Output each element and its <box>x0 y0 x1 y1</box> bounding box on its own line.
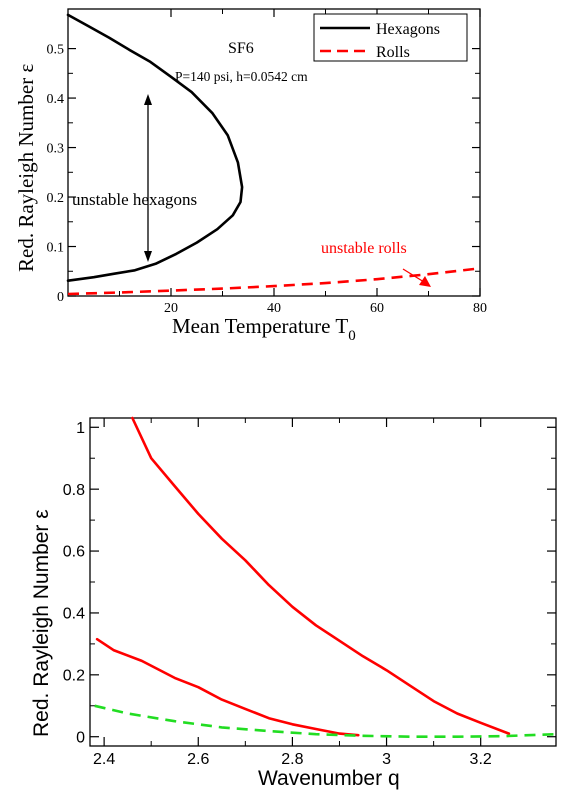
bottom-y-tick-label: 0.4 <box>63 606 85 623</box>
top-x-tick-label: 40 <box>267 301 281 316</box>
bottom-series-curve-2 <box>95 637 360 737</box>
top-series-rolls <box>67 267 481 296</box>
bottom-x-tick-label: 3 <box>382 751 391 768</box>
bottom-ticks: 2.4 2.6 2.8 3 3.2 0 0.2 0.4 0.6 0.8 1 <box>63 418 556 768</box>
bottom-x-tick-label: 3.2 <box>470 751 492 768</box>
double-arrow-head-top <box>144 94 152 105</box>
bottom-y-axis-label: Red. Rayleigh Number ε <box>30 509 53 737</box>
rolls-arrow-head <box>419 276 431 287</box>
top-x-tick-label: 60 <box>370 301 384 316</box>
bottom-x-tick-label: 2.8 <box>281 751 303 768</box>
bottom-series-curve-1 <box>131 416 511 735</box>
top-y-tick-label: 0.3 <box>47 141 65 156</box>
bottom-x-axis-label: Wavenumber q <box>258 767 400 790</box>
annotation-unstable-hexagons: unstable hexagons <box>72 190 197 209</box>
top-legend: Hexagons Rolls <box>313 13 468 62</box>
bottom-x-tick-label: 2.6 <box>187 751 209 768</box>
top-y-tick-label: 0.1 <box>47 240 65 255</box>
top-ticks: 20 40 60 80 0 0.1 0.2 0.3 0.4 0.5 <box>47 9 487 316</box>
top-legend-box <box>313 13 468 62</box>
top-x-tick-label: 20 <box>164 301 178 316</box>
top-x-axis-label: Mean Temperature T0 <box>172 314 356 344</box>
double-arrow <box>144 94 152 262</box>
top-y-tick-label: 0.4 <box>47 92 65 107</box>
bottom-chart: 2.4 2.6 2.8 3 3.2 0 0.2 0.4 0.6 0.8 1 Wavenumber q… <box>30 416 557 790</box>
legend-label-hexagons: Hexagons <box>376 21 440 38</box>
top-y-axis-label: Red. Rayleigh Number ε <box>14 64 38 272</box>
bottom-y-tick-label: 0.2 <box>63 667 85 684</box>
bottom-y-tick-label: 1 <box>76 420 85 437</box>
bottom-y-tick-label: 0.6 <box>63 544 85 561</box>
top-y-tick-label: 0.2 <box>47 191 65 206</box>
top-y-tick-label: 0.5 <box>47 42 65 57</box>
bottom-y-tick-label: 0.8 <box>63 482 85 499</box>
bottom-x-tick-label: 2.4 <box>93 751 115 768</box>
top-y-tick-label: 0 <box>57 290 64 305</box>
top-series-hexagons <box>66 13 244 282</box>
rolls-arrow-shaft <box>402 268 425 283</box>
legend-label-rolls: Rolls <box>376 44 410 61</box>
bottom-series-curve-3 <box>94 704 557 738</box>
annotation-unstable-rolls: unstable rolls <box>321 240 407 257</box>
annotation-gas: SF6 <box>228 40 254 57</box>
bottom-series <box>94 416 557 738</box>
top-x-tick-label: 80 <box>473 301 487 316</box>
rolls-arrow <box>402 268 431 287</box>
double-arrow-head-bottom <box>144 251 152 262</box>
annotation-params: P=140 psi, h=0.0542 cm <box>175 69 308 84</box>
top-series <box>66 13 481 296</box>
bottom-y-tick-label: 0 <box>76 729 85 746</box>
